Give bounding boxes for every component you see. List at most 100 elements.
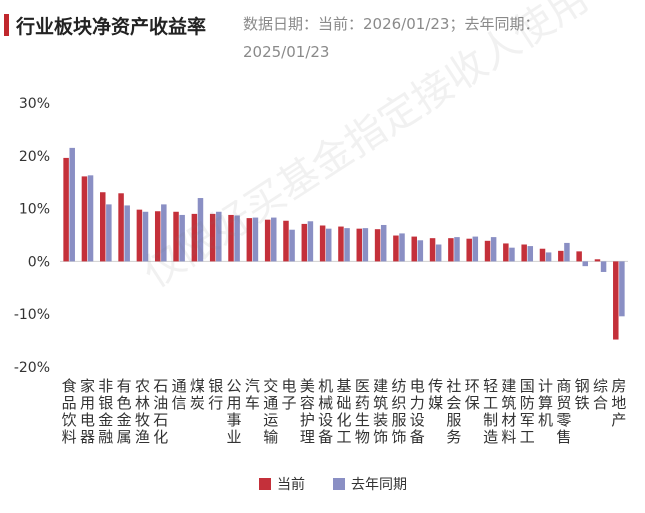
x-tick-label-char: 贸 <box>556 394 571 412</box>
x-tick-label-char: 筑 <box>373 394 388 412</box>
bar-previous <box>197 198 204 262</box>
x-tick-label-char: 服 <box>391 411 406 429</box>
x-tick-label-char: 运 <box>263 411 278 429</box>
bar-current <box>136 209 143 262</box>
x-tick-label-char: 械 <box>318 394 333 412</box>
x-tick-label-char: 基 <box>336 377 351 395</box>
bar-current <box>448 238 454 262</box>
x-tick-label-char: 理 <box>300 428 315 446</box>
x-tick-label-char: 综 <box>593 377 608 395</box>
x-tick-label-char: 电 <box>282 377 297 395</box>
x-tick-label-char: 信 <box>172 394 187 412</box>
bar-previous <box>509 247 515 262</box>
y-tick-label: 20% <box>19 149 50 165</box>
x-tick-label-char: 汽 <box>245 377 260 395</box>
bar-current <box>613 261 619 340</box>
x-tick-label-char: 务 <box>446 428 461 446</box>
x-tick-label-char: 备 <box>318 428 333 446</box>
x-tick-label-char: 织 <box>391 394 406 412</box>
x-tick-label-char: 非 <box>98 377 113 395</box>
x-tick-label-char: 保 <box>465 394 480 412</box>
x-tick-label-char: 饰 <box>391 428 406 446</box>
x-tick-label-char: 国 <box>520 377 535 395</box>
title-accent-bar <box>4 14 9 36</box>
x-tick-label-char: 料 <box>62 428 77 446</box>
x-tick-label-char: 行 <box>208 394 223 412</box>
x-tick-label-char: 煤 <box>190 377 205 395</box>
x-tick-label-char: 业 <box>227 428 242 446</box>
x-tick-label-char: 轻 <box>483 377 498 395</box>
bar-previous <box>564 242 570 262</box>
bar-previous <box>307 221 314 262</box>
bar-previous <box>490 237 497 262</box>
x-tick-label-char: 炭 <box>190 394 205 412</box>
x-tick-label-char: 家 <box>80 377 95 395</box>
bar-current <box>484 240 491 262</box>
y-tick-label: -20% <box>14 360 50 376</box>
x-tick-label-char: 设 <box>318 411 333 429</box>
x-tick-label-char: 造 <box>483 428 498 446</box>
x-tick-label-char: 饰 <box>373 428 388 446</box>
bar-current <box>154 211 161 262</box>
bar-current <box>503 243 509 262</box>
x-tick-label-char: 工 <box>520 428 535 446</box>
bar-previous <box>380 224 387 262</box>
x-tick-label-char: 石 <box>153 377 168 395</box>
x-tick-label-char: 电 <box>80 411 95 429</box>
bar-current <box>81 176 88 262</box>
bar-current <box>63 157 69 262</box>
y-tick-label: 30% <box>19 96 50 112</box>
bar-current <box>283 220 289 262</box>
x-tick-label-char: 建 <box>373 377 388 395</box>
x-tick-label-char: 备 <box>410 428 425 446</box>
bar-previous <box>417 240 424 262</box>
legend-swatch-previous <box>333 478 345 490</box>
bar-current <box>539 248 546 262</box>
x-tick-label-char: 纺 <box>391 377 406 395</box>
x-tick-label-char: 银 <box>208 377 223 395</box>
legend-item-current: 当前 <box>259 474 305 494</box>
date-note: 数据日期：当前：2026/01/23；去年同期：2025/01/23 <box>243 15 540 61</box>
bar-current <box>246 218 253 262</box>
bar-previous <box>344 228 350 262</box>
x-tick-label-char: 金 <box>117 411 132 429</box>
legend-label-previous: 去年同期 <box>351 477 407 493</box>
bar-previous <box>179 214 185 262</box>
bar-previous <box>142 211 149 262</box>
x-tick-label-char: 防 <box>520 394 535 412</box>
x-tick-label-char: 金 <box>98 411 113 429</box>
legend: 当前 去年同期 <box>259 474 435 494</box>
x-tick-label-char: 机 <box>538 411 553 429</box>
bar-previous <box>527 246 534 262</box>
x-tick-label-char: 服 <box>446 411 461 429</box>
bar-chart: 30%20%10%0%-10%-20%食品饮料家用电器非银金融有色金属农林牧渔石… <box>14 96 628 446</box>
bar-current <box>576 251 582 262</box>
bar-previous <box>69 147 75 262</box>
x-tick-label-char: 社 <box>446 377 461 395</box>
x-tick-label-char: 护 <box>300 411 315 429</box>
bar-previous <box>234 215 240 262</box>
bar-current <box>191 213 198 262</box>
bar-current <box>374 229 381 262</box>
x-tick-label-char: 事 <box>227 411 242 429</box>
bar-current <box>338 226 344 262</box>
x-tick-label-char: 用 <box>227 394 242 412</box>
bar-previous <box>289 229 295 262</box>
x-tick-label-char: 牧 <box>135 411 150 429</box>
bar-current <box>319 225 326 262</box>
x-tick-label-char: 房 <box>611 377 626 395</box>
legend-label-current: 当前 <box>277 477 305 493</box>
bar-current <box>228 214 234 262</box>
bar-previous <box>600 261 607 272</box>
x-tick-label-char: 油 <box>153 394 168 412</box>
x-tick-label-char: 色 <box>117 394 132 412</box>
x-tick-label-char: 用 <box>80 394 95 412</box>
x-tick-label-char: 通 <box>172 377 187 395</box>
bar-previous <box>161 204 167 262</box>
bar-previous <box>106 204 112 262</box>
page-title: 行业板块净资产收益率 <box>16 16 207 38</box>
x-tick-label-char: 算 <box>538 394 553 412</box>
bar-previous <box>582 261 588 267</box>
x-tick-label-char: 媒 <box>428 394 443 412</box>
y-tick-label: -10% <box>14 307 50 323</box>
